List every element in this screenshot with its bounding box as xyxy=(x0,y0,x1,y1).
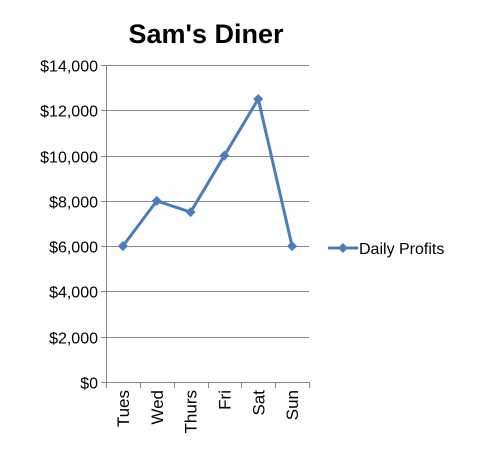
data-markers xyxy=(117,93,298,252)
y-tick-label: $6,000 xyxy=(49,240,98,257)
x-tick-label: Tues xyxy=(114,390,133,427)
legend-marker-swatch xyxy=(338,243,348,253)
series-lines xyxy=(121,97,294,248)
data-point-marker xyxy=(219,150,230,161)
legend: Daily Profits xyxy=(328,241,444,258)
legend-label: Daily Profits xyxy=(359,241,444,258)
y-tick-label: $4,000 xyxy=(49,285,98,302)
y-tick-label: $2,000 xyxy=(49,331,98,348)
series-line xyxy=(121,97,294,248)
gridlines xyxy=(106,65,309,338)
data-point-marker xyxy=(151,195,162,206)
y-tick-label: $0 xyxy=(80,376,98,393)
y-tick-label: $14,000 xyxy=(40,59,98,76)
x-tick-label: Thurs xyxy=(182,390,201,433)
data-point-marker xyxy=(117,241,128,252)
data-point-marker xyxy=(185,207,196,218)
data-point-marker xyxy=(253,93,264,104)
x-tick-label: Sat xyxy=(249,390,268,416)
x-tick-label: Sun xyxy=(283,390,302,420)
y-tick-labels: $0 $2,000 $4,000 $6,000 $8,000 $10,000 $12,000… xyxy=(40,59,98,393)
axes xyxy=(101,65,310,388)
data-point-marker xyxy=(287,241,298,252)
y-tick-label: $10,000 xyxy=(40,150,98,167)
y-tick-label: $12,000 xyxy=(40,104,98,121)
x-tick-labels: Tues Wed Thurs Fri Sat Sun xyxy=(114,390,302,434)
y-tick-label: $8,000 xyxy=(49,195,98,212)
chart-title: Sam's Diner xyxy=(129,19,284,49)
x-tick-label: Wed xyxy=(148,390,167,425)
x-tick-label: Fri xyxy=(215,390,234,410)
